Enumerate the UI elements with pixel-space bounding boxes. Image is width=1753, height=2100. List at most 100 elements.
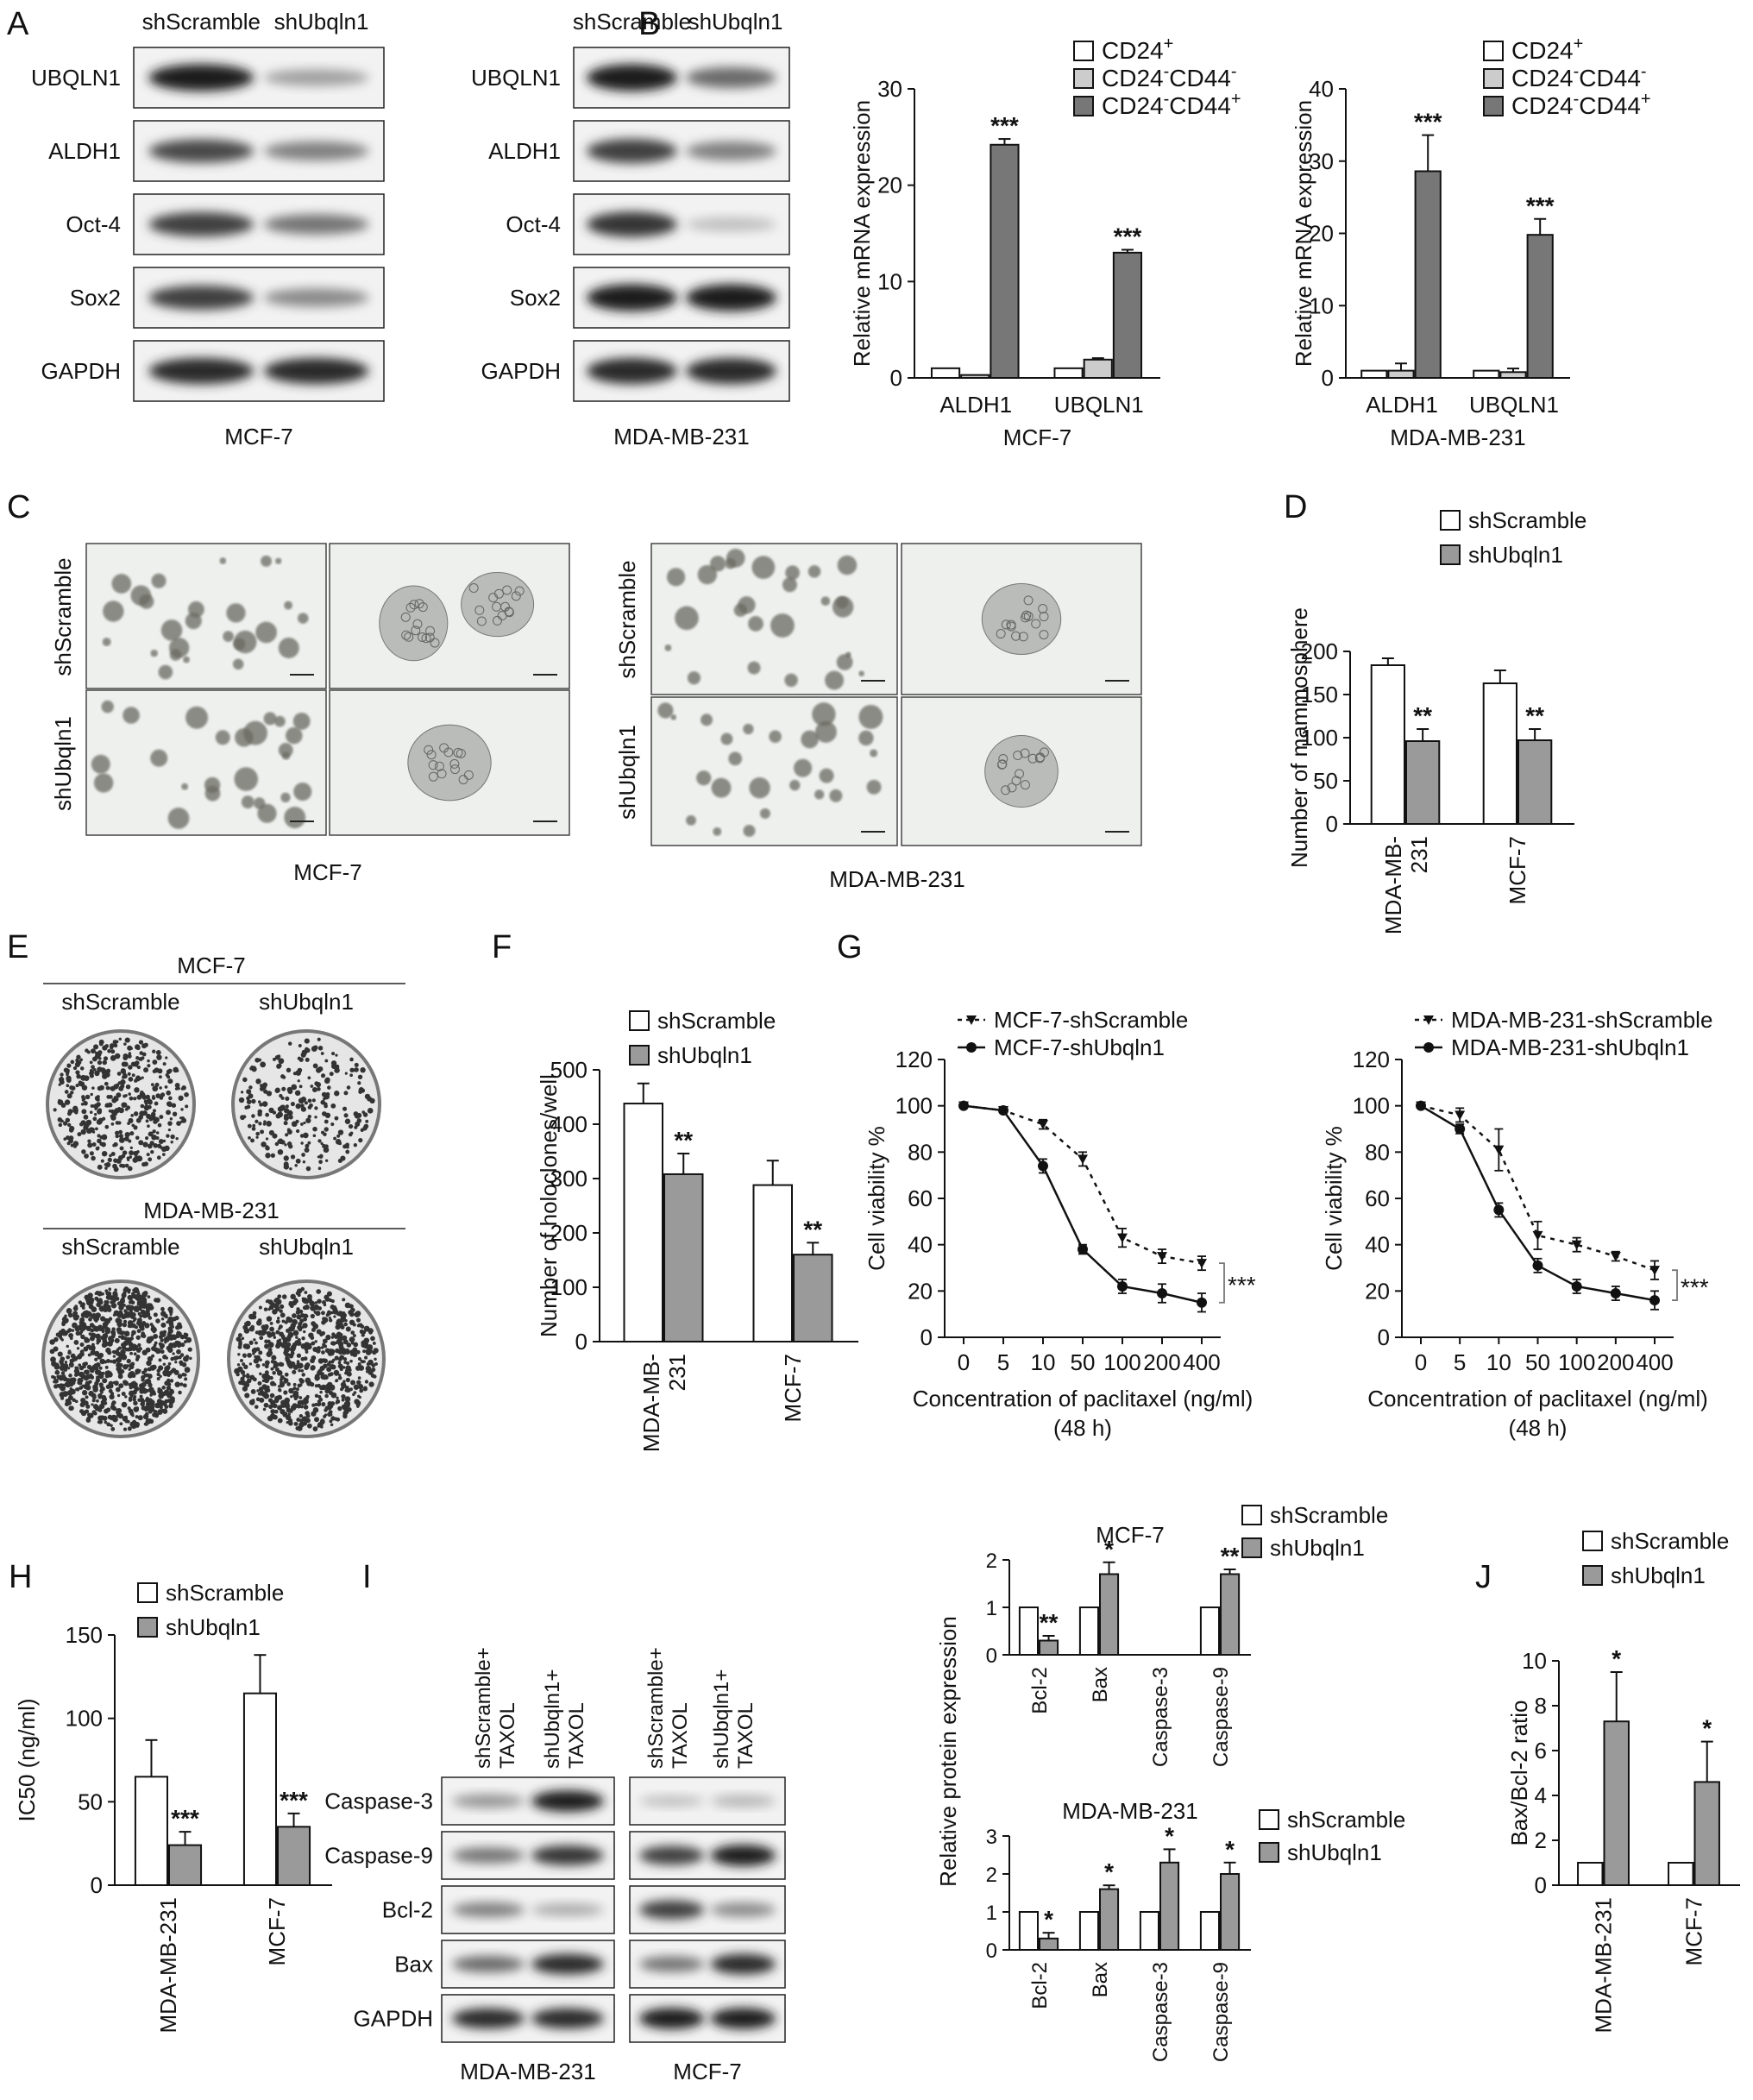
colony: [75, 1387, 80, 1392]
colony: [364, 1355, 368, 1360]
colony: [60, 1072, 64, 1077]
colony: [145, 1347, 151, 1353]
colony: [237, 1344, 242, 1349]
colony: [252, 1123, 256, 1128]
chart-I2-y-tick-label: 0: [986, 1940, 997, 1963]
legend-label: CD24-CD44+: [1102, 90, 1241, 119]
colony: [148, 1316, 153, 1320]
panel-letter-F: F: [492, 929, 512, 965]
colony: [269, 1375, 273, 1380]
colony: [300, 1122, 304, 1126]
colony: [137, 1311, 141, 1316]
colony: [263, 1393, 270, 1399]
colony: [312, 1126, 317, 1132]
colony: [112, 1355, 116, 1358]
bar: [1370, 664, 1405, 825]
colony: [97, 1138, 102, 1144]
colony: [89, 1060, 93, 1065]
colony: [368, 1359, 374, 1366]
colony: [70, 1143, 74, 1147]
colony: [295, 1070, 302, 1076]
colony: [275, 1113, 281, 1119]
colony: [104, 1300, 108, 1304]
colony: [320, 1073, 326, 1078]
colony: [263, 1377, 270, 1384]
legend-label: MCF-7-shScramble: [994, 1007, 1188, 1033]
colony: [113, 1096, 117, 1099]
colony: [310, 1358, 315, 1364]
sphere-dot: [292, 713, 311, 730]
colony: [279, 1304, 285, 1310]
colony: [114, 1288, 117, 1292]
colony: [85, 1119, 92, 1126]
colony: [355, 1063, 359, 1067]
legend-marker: [1423, 1015, 1434, 1025]
colony: [167, 1374, 171, 1378]
colony: [169, 1327, 173, 1331]
colony: [311, 1307, 316, 1311]
data-point: [958, 1100, 969, 1111]
colony: [238, 1342, 242, 1345]
colony: [350, 1307, 355, 1313]
colony: [258, 1122, 262, 1126]
chart-G1-y-tick-label: 20: [908, 1278, 933, 1304]
colony: [83, 1346, 89, 1352]
colony: [285, 1096, 290, 1102]
colony: [355, 1121, 361, 1127]
colony: [54, 1369, 60, 1375]
cell-outline: [409, 600, 419, 610]
colony: [60, 1336, 63, 1340]
colony: [357, 1362, 361, 1367]
blot-I2-band: [710, 2008, 776, 2029]
colony: [260, 1330, 266, 1336]
colony: [325, 1334, 331, 1341]
significance-label: *: [1104, 1858, 1114, 1885]
colony: [104, 1289, 109, 1293]
colony: [151, 1134, 157, 1141]
colony: [95, 1096, 98, 1099]
colony: [314, 1116, 317, 1119]
mammosphere: [407, 724, 492, 802]
data-point: [1571, 1280, 1582, 1292]
blot-A1-band: [263, 214, 369, 235]
colony: [240, 1091, 244, 1094]
colony: [260, 1129, 265, 1135]
colony: [185, 1336, 192, 1343]
colony: [123, 1053, 129, 1059]
group-title: MCF-7: [177, 953, 245, 978]
colony: [250, 1138, 254, 1143]
colony: [175, 1069, 179, 1072]
colony: [305, 1377, 311, 1384]
blot-I1-row-label: Bcl-2: [382, 1897, 433, 1923]
colony: [284, 1397, 291, 1404]
colony: [334, 1091, 340, 1097]
chart-J-y-tick-label: 0: [1535, 1872, 1547, 1898]
sphere-dot: [185, 706, 209, 729]
colony: [255, 1131, 261, 1136]
sphere-dot: [284, 600, 293, 610]
colony: [122, 1102, 128, 1108]
colony: [58, 1122, 63, 1128]
sphere-dot: [297, 613, 309, 624]
x-axis-title: Concentration of paclitaxel (ng/ml): [913, 1386, 1253, 1412]
colony: [102, 1378, 108, 1384]
cell-outline: [418, 602, 428, 613]
colony: [251, 1314, 257, 1320]
colony: [179, 1382, 184, 1386]
colony: [78, 1372, 82, 1376]
sphere-dot: [167, 808, 190, 829]
chart-G1-y-tick-label: 80: [908, 1139, 933, 1165]
colony: [91, 1314, 96, 1319]
cell-outline: [424, 745, 434, 755]
colony: [263, 1402, 269, 1408]
sphere-dot: [759, 808, 770, 819]
colony: [358, 1365, 365, 1371]
colony: [311, 1341, 316, 1346]
colony: [143, 1042, 148, 1047]
blot-A1-band: [263, 288, 369, 307]
colony: [357, 1384, 364, 1390]
colony: [288, 1115, 293, 1120]
colony: [368, 1381, 374, 1387]
colony: [128, 1396, 133, 1400]
